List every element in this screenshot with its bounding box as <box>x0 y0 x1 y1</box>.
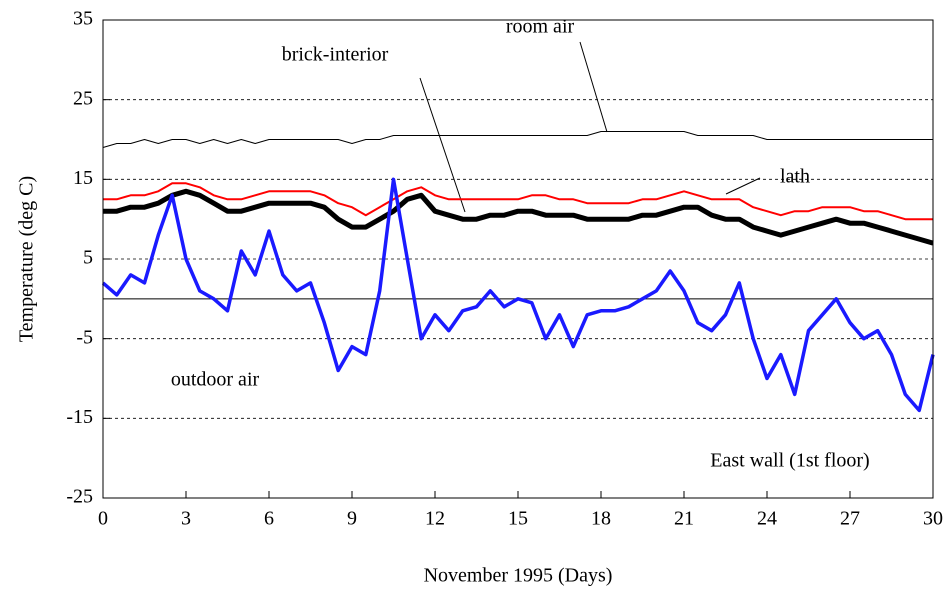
x-tick-label: 0 <box>98 508 108 530</box>
x-tick-label: 6 <box>264 508 274 530</box>
series-label: brick-interior <box>282 44 389 66</box>
series-line <box>102 131 933 148</box>
y-tick-label: -5 <box>76 326 93 348</box>
x-tick-label: 12 <box>425 508 445 530</box>
series-line <box>103 188 934 246</box>
y-tick-label: 35 <box>73 8 93 30</box>
x-tick-label: 27 <box>840 508 860 530</box>
y-axis-label: Temperature (deg C) <box>16 176 38 342</box>
plot-frame <box>102 19 934 499</box>
series-label: outdoor air <box>171 369 260 391</box>
series-line <box>101 177 935 413</box>
x-tick-label: 3 <box>181 508 191 530</box>
y-tick-label: -25 <box>66 486 93 508</box>
y-tick-label: 25 <box>73 87 93 109</box>
x-tick-label: 21 <box>674 508 694 530</box>
x-axis-label: November 1995 (Days) <box>424 565 613 587</box>
leader-line <box>419 77 466 213</box>
leader-line <box>579 41 608 133</box>
y-tick-label: 15 <box>73 167 93 189</box>
annotation: East wall (1st floor) <box>710 450 869 472</box>
y-tick-label: -15 <box>66 406 93 428</box>
x-tick-label: 30 <box>923 508 943 530</box>
y-tick-label: 5 <box>83 247 93 269</box>
series-label: lath <box>780 166 810 188</box>
x-tick-label: 24 <box>757 508 777 530</box>
series-line <box>103 182 933 221</box>
leader-line <box>725 177 761 195</box>
x-tick-label: 18 <box>591 508 611 530</box>
series-label: room air <box>506 16 575 38</box>
x-tick-label: 15 <box>508 508 528 530</box>
x-tick-label: 9 <box>347 508 357 530</box>
